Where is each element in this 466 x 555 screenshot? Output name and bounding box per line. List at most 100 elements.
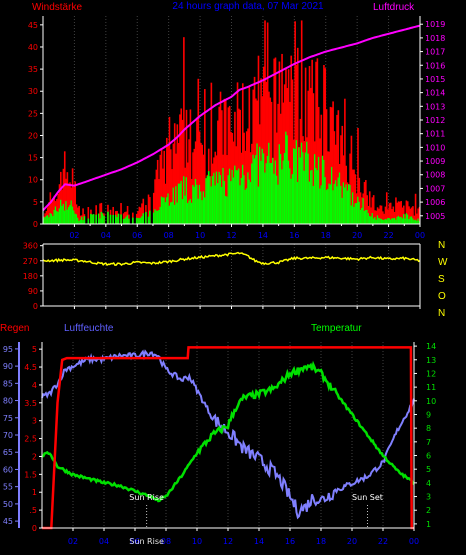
wind-avg-bar <box>379 218 382 224</box>
wind-avg-bar <box>357 196 359 224</box>
wind-x-tick-label: 08 <box>164 231 174 240</box>
pressure-y-tick-label: 1014 <box>425 89 445 98</box>
wind-gust-bar <box>273 58 275 224</box>
wind-avg-bar <box>101 213 104 224</box>
wind-gust-bar <box>357 127 359 224</box>
wind-avg-bar <box>295 140 298 224</box>
wind-y-tick-label: 35 <box>28 65 38 74</box>
wind-avg-bar <box>340 185 342 224</box>
pressure-y-tick-label: 1013 <box>425 102 445 111</box>
climate-x-tick-label: 04 <box>99 537 109 546</box>
wind-gust-bar <box>359 192 362 224</box>
chart-title: 24 hours graph data, 07 Mar 2021 <box>172 1 324 12</box>
wind-avg-bar <box>162 197 164 224</box>
wind-avg-bar <box>67 207 70 224</box>
wind-gust-bar <box>414 193 417 224</box>
wind-avg-bar <box>154 209 156 224</box>
wind-avg-bar <box>268 142 270 224</box>
wind-gust-bar <box>155 169 158 224</box>
wind-avg-bar <box>368 216 371 224</box>
wind-avg-bar <box>375 219 378 224</box>
wind-avg-bar <box>325 190 328 224</box>
wind-gust-bar <box>304 67 307 224</box>
wind-gust-bar <box>371 197 374 224</box>
wind-avg-bar <box>74 213 77 224</box>
direction-y-tick-label: 0 <box>33 302 38 311</box>
wind-avg-bar <box>370 216 372 224</box>
wind-avg-bar <box>79 219 82 224</box>
wind-gust-bar <box>379 205 382 224</box>
wind-gust-bar <box>365 180 367 224</box>
wind-avg-bar <box>83 216 86 224</box>
wind-avg-bar <box>210 186 213 224</box>
wind-avg-bar <box>100 211 103 224</box>
wind-avg-bar <box>342 182 345 224</box>
wind-avg-bar <box>53 209 56 224</box>
wind-gust-bar <box>218 106 221 224</box>
wind-gust-bar <box>384 206 387 224</box>
wind-avg-bar <box>82 220 84 224</box>
wind-gust-bar <box>296 47 299 225</box>
sun-set-label: Sun Set <box>352 493 383 502</box>
rain-y-tick-label: .5 <box>29 506 37 515</box>
wind-avg-bar <box>239 185 241 224</box>
temperature-y-tick-label: 2 <box>426 506 431 515</box>
wind-gust-bar <box>265 81 268 224</box>
wind-avg-bar <box>236 170 239 224</box>
wind-avg-bar <box>252 154 255 224</box>
wind-avg-bar <box>62 203 65 224</box>
wind-avg-bar <box>218 171 221 224</box>
wind-gust-bar <box>189 109 192 224</box>
wind-gust-bar <box>395 197 397 224</box>
wind-avg-bar <box>306 141 308 224</box>
wind-gust-bar <box>230 131 232 224</box>
wind-avg-bar <box>120 214 122 224</box>
wind-gust-bar <box>260 78 262 225</box>
wind-avg-bar <box>270 162 273 224</box>
wind-avg-bar <box>196 184 198 224</box>
wind-avg-bar <box>332 190 334 224</box>
pressure-line <box>42 24 421 212</box>
wind-avg-bar <box>241 164 244 224</box>
wind-gust-bar <box>354 174 357 224</box>
wind-gust-bar <box>410 207 413 224</box>
wind-avg-bar <box>175 186 177 224</box>
wind-avg-bar <box>125 216 128 224</box>
wind-avg-bar <box>95 214 97 224</box>
humidity-y-tick-label: 80 <box>3 397 13 406</box>
temperature-y-tick-label: 14 <box>426 342 436 351</box>
humidity-line <box>41 349 415 520</box>
wind-gust-bar <box>166 137 168 224</box>
wind-gust-bar <box>154 179 156 224</box>
wind-gust-bar <box>138 206 141 224</box>
wind-gust-bar <box>179 114 181 224</box>
climate-x-tick-label: 10 <box>192 537 202 546</box>
wind-gust-bar <box>63 151 66 224</box>
wind-gust-bar <box>380 205 383 224</box>
wind-gust-bar <box>264 20 266 224</box>
wind-avg-bar <box>355 203 358 224</box>
wind-avg-bar <box>298 147 300 224</box>
wind-avg-bar <box>77 217 79 224</box>
wind-gust-bar <box>350 135 353 224</box>
climate-x-tick-label: 00 <box>409 537 419 546</box>
wind-gust-bar <box>417 208 419 224</box>
wind-avg-bar <box>385 219 388 224</box>
wind-avg-bar <box>247 172 249 224</box>
wind-avg-bar <box>200 191 202 224</box>
wind-avg-bar <box>206 176 209 224</box>
temperature-y-tick-label: 13 <box>426 356 436 365</box>
wind-avg-bar <box>128 218 130 224</box>
wind-avg-bar <box>45 215 48 224</box>
wind-gust-bar <box>193 148 196 224</box>
wind-gust-bar <box>223 98 226 224</box>
wind-gust-bar <box>141 203 143 224</box>
wind-gust-bar <box>368 191 371 224</box>
wind-gust-bar <box>156 159 159 224</box>
climate-x-tick-label: 22 <box>378 537 388 546</box>
wind-gust-bar <box>52 199 54 224</box>
wind-avg-bar <box>61 205 63 224</box>
wind-avg-bar <box>414 219 417 224</box>
wind-avg-bar <box>408 219 410 224</box>
wind-avg-bar <box>159 206 162 224</box>
